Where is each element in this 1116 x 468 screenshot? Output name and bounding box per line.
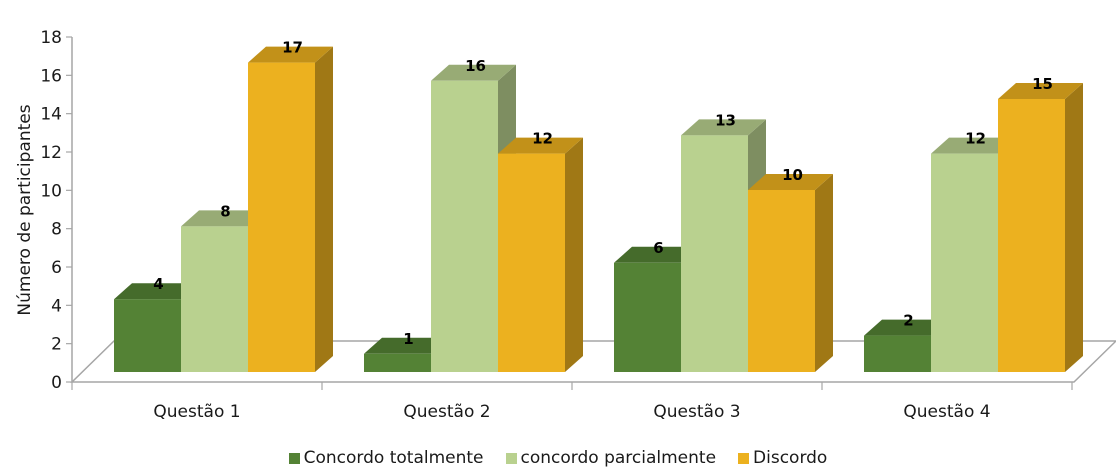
- x-category-label: Questão 4: [903, 402, 990, 422]
- bar-top: [114, 283, 199, 300]
- x-category-label: Questão 1: [153, 402, 240, 422]
- legend-swatch: [505, 452, 517, 464]
- bar-top: [681, 119, 766, 136]
- bar-top: [364, 337, 449, 354]
- y-tick-label: 16: [40, 66, 62, 86]
- chart-floor: [70, 340, 1116, 383]
- legend-swatch: [288, 452, 300, 464]
- legend-label: Discordo: [753, 448, 828, 468]
- data-label: 8: [220, 202, 230, 220]
- bar: [931, 153, 998, 372]
- bar: [431, 80, 498, 373]
- bar: [248, 62, 315, 372]
- data-label: 6: [653, 239, 663, 257]
- data-label: 12: [532, 130, 553, 148]
- y-axis-label: Número de participantes: [15, 104, 35, 315]
- data-label: 2: [903, 312, 913, 330]
- data-label: 17: [282, 39, 303, 57]
- legend-label: concordo parcialmente: [520, 448, 717, 468]
- data-label: 4: [153, 275, 163, 293]
- bar: [114, 299, 181, 372]
- bar-top: [614, 246, 699, 263]
- bar-top: [748, 174, 833, 190]
- bar-top: [431, 64, 516, 81]
- data-label: 13: [715, 111, 736, 129]
- bar-top: [998, 83, 1083, 99]
- bar-top: [931, 137, 1016, 154]
- legend-item-discordo: Discordo: [738, 448, 827, 468]
- chart-legend: Concordo totalmente concordo parcialment…: [0, 448, 1116, 468]
- y-tick-label: 18: [40, 28, 62, 48]
- data-label: 16: [465, 57, 486, 75]
- bar-top: [864, 319, 949, 336]
- bar: [864, 335, 931, 372]
- bar-side: [315, 46, 333, 372]
- legend-label: Concordo totalmente: [303, 448, 484, 468]
- data-label: 10: [782, 166, 803, 184]
- y-tick-label: 4: [51, 296, 62, 316]
- x-category-label: Questão 3: [653, 402, 740, 422]
- bar: [748, 190, 815, 372]
- legend-item-concordo-parcialmente: concordo parcialmente: [505, 448, 717, 468]
- data-label: 15: [1032, 75, 1053, 93]
- y-tick-label: 2: [51, 335, 62, 355]
- bar: [181, 226, 248, 372]
- data-label: 1: [403, 330, 413, 348]
- chart-bars: [114, 46, 1083, 373]
- bar: [998, 99, 1065, 372]
- bar: [614, 262, 681, 372]
- bar-top: [181, 210, 266, 227]
- bar-top: [498, 137, 583, 154]
- chart-labels: 4 8 17 Questão 1 1 16 12 Questão 2 6 13 10 Questão …: [153, 39, 1053, 422]
- bar: [364, 353, 431, 372]
- legend-item-concordo-totalmente: Concordo totalmente: [288, 448, 484, 468]
- y-tick-label: 8: [51, 220, 62, 240]
- y-tick-label: 10: [40, 181, 62, 201]
- bar: [498, 153, 565, 372]
- bar-side: [815, 174, 833, 372]
- bar-side: [1065, 83, 1083, 372]
- data-label: 12: [965, 130, 986, 148]
- y-tick-label: 12: [40, 143, 62, 163]
- y-tick-label: 14: [40, 105, 62, 125]
- legend-swatch: [738, 452, 750, 464]
- bar-top: [248, 46, 333, 63]
- bar: [681, 135, 748, 372]
- y-tick-label: 6: [51, 258, 62, 278]
- bar-side: [565, 137, 583, 372]
- y-tick-label: 0: [51, 373, 62, 393]
- x-category-label: Questão 2: [403, 402, 490, 422]
